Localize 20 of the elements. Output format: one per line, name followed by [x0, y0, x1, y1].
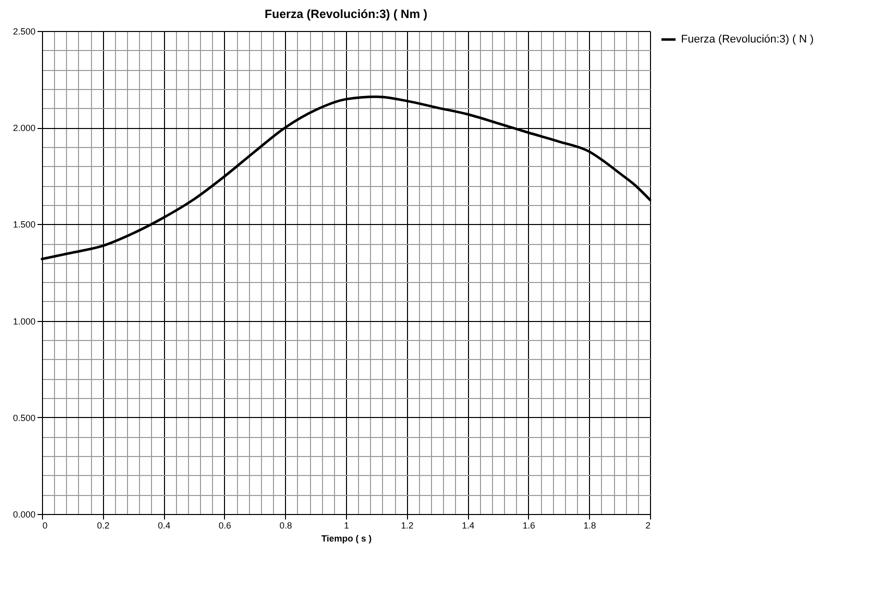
- x-tick-label: 2: [645, 520, 650, 530]
- x-tick-label: 0.4: [158, 520, 170, 530]
- legend-label: Fuerza (Revolución:3) ( N ): [681, 34, 814, 46]
- x-tick-label: 1: [344, 520, 350, 530]
- x-tick-label: 0.8: [279, 520, 292, 530]
- x-tick-label: 1.8: [583, 520, 596, 530]
- x-tick-label: 0.6: [218, 520, 232, 530]
- y-tick-label: 2.000: [12, 123, 36, 134]
- x-tick-label: 1.6: [522, 520, 536, 530]
- y-tick-label: 0.000: [12, 510, 36, 520]
- y-tick-label: 2.500: [12, 26, 36, 36]
- x-tick-label: 1.4: [462, 520, 474, 530]
- y-tick-label: 1.000: [12, 316, 36, 326]
- y-tick-label: 1.500: [12, 220, 36, 230]
- chart-title: Fuerza (Revolución:3) ( Nm ): [264, 7, 428, 21]
- y-tick-label: 0.500: [12, 412, 36, 423]
- x-tick-label: 0: [42, 520, 48, 530]
- x-tick-label: 0.2: [97, 520, 110, 530]
- x-axis-title: Tiempo ( s ): [321, 534, 372, 544]
- x-tick-label: 1.2: [401, 520, 414, 530]
